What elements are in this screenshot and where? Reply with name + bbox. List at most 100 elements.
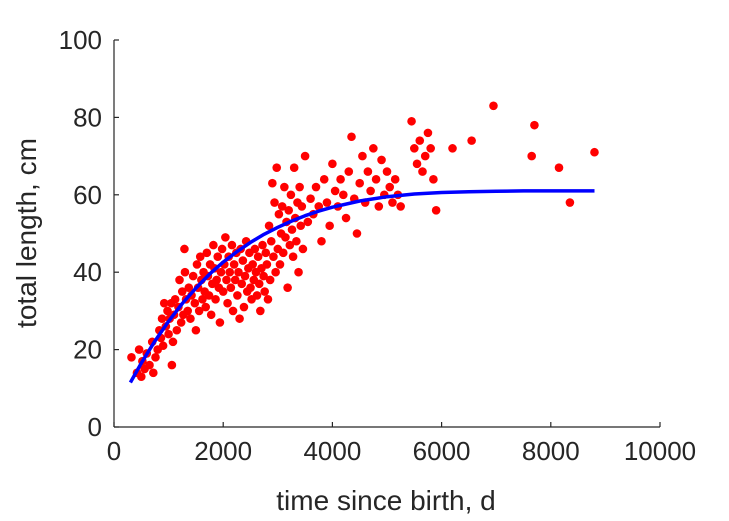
data-point: [415, 136, 425, 145]
data-point: [176, 318, 186, 327]
data-point: [269, 252, 278, 262]
data-point: [418, 167, 427, 176]
data-point: [253, 252, 263, 262]
data-point: [390, 175, 400, 184]
data-point: [274, 209, 284, 219]
data-point: [246, 283, 255, 292]
data-point: [317, 236, 326, 246]
x-tick-label: 10000: [624, 436, 696, 466]
data-point: [344, 167, 354, 176]
data-point: [281, 233, 290, 242]
data-point: [347, 132, 356, 142]
data-point: [194, 306, 204, 316]
data-point: [298, 244, 308, 254]
data-point: [297, 202, 307, 211]
data-point: [234, 267, 243, 277]
data-point: [248, 260, 257, 269]
data-points: [127, 101, 599, 381]
data-point: [184, 283, 194, 292]
data-point: [489, 101, 498, 111]
data-point: [164, 329, 173, 339]
data-point: [175, 275, 184, 285]
data-point: [233, 291, 242, 300]
fitted-curve-line: [128, 189, 595, 384]
data-point: [283, 283, 292, 292]
data-point: [369, 144, 378, 153]
data-point: [221, 233, 230, 242]
data-point: [385, 182, 395, 192]
data-point: [286, 190, 296, 200]
data-point: [188, 271, 198, 281]
data-point: [271, 267, 280, 277]
data-point: [355, 178, 365, 188]
data-point: [407, 116, 416, 126]
data-point: [137, 372, 146, 381]
data-point: [423, 128, 433, 138]
data-point: [467, 136, 476, 145]
data-point: [314, 202, 324, 211]
data-point: [358, 151, 367, 161]
data-point: [151, 353, 160, 362]
data-point: [215, 318, 225, 327]
data-point: [163, 306, 172, 316]
data-point: [235, 314, 244, 323]
data-point: [149, 368, 158, 378]
data-point: [264, 221, 274, 231]
data-point: [201, 302, 211, 312]
data-point: [429, 175, 438, 184]
data-point: [158, 341, 168, 351]
data-point: [426, 144, 435, 153]
data-point: [254, 279, 264, 289]
data-point: [287, 225, 297, 234]
data-point: [319, 175, 329, 184]
x-tick-label: 6000: [413, 436, 471, 466]
data-point: [202, 248, 212, 258]
data-point: [183, 306, 193, 316]
data-point: [252, 291, 262, 300]
data-point: [352, 229, 362, 238]
data-point: [554, 163, 564, 173]
data-point: [222, 275, 231, 285]
data-point: [295, 182, 304, 192]
data-point: [260, 287, 269, 296]
data-point: [371, 175, 381, 184]
data-point: [277, 202, 287, 211]
data-point: [366, 186, 375, 196]
data-point: [377, 155, 386, 165]
data-point: [238, 256, 248, 265]
data-point: [266, 236, 276, 246]
data-point: [294, 267, 303, 277]
data-point: [223, 298, 232, 308]
data-point: [306, 194, 315, 203]
data-point: [341, 213, 351, 223]
data-point: [134, 345, 144, 354]
data-point: [186, 314, 195, 323]
data-point: [177, 287, 187, 296]
data-point: [240, 271, 250, 281]
data-point: [565, 198, 575, 207]
data-point: [275, 260, 285, 269]
data-point: [396, 202, 405, 211]
data-point: [296, 221, 306, 231]
data-point: [300, 151, 310, 161]
data-point: [172, 325, 182, 335]
data-point: [127, 353, 136, 362]
fitted-curve: [128, 189, 595, 384]
data-point: [198, 294, 207, 304]
data-point: [431, 205, 441, 215]
data-point: [268, 178, 277, 188]
data-point: [180, 267, 190, 277]
data-point: [213, 252, 223, 262]
data-point: [180, 244, 189, 254]
data-point: [258, 240, 267, 250]
data-point: [159, 298, 169, 308]
x-tick-label: 2000: [194, 436, 252, 466]
data-point: [239, 302, 249, 312]
data-point: [280, 182, 289, 192]
data-point: [226, 283, 236, 292]
data-point: [328, 159, 337, 169]
data-point: [420, 151, 430, 161]
data-point: [311, 182, 321, 192]
y-axis-title: total length, cm: [11, 138, 42, 328]
data-point: [339, 190, 348, 200]
